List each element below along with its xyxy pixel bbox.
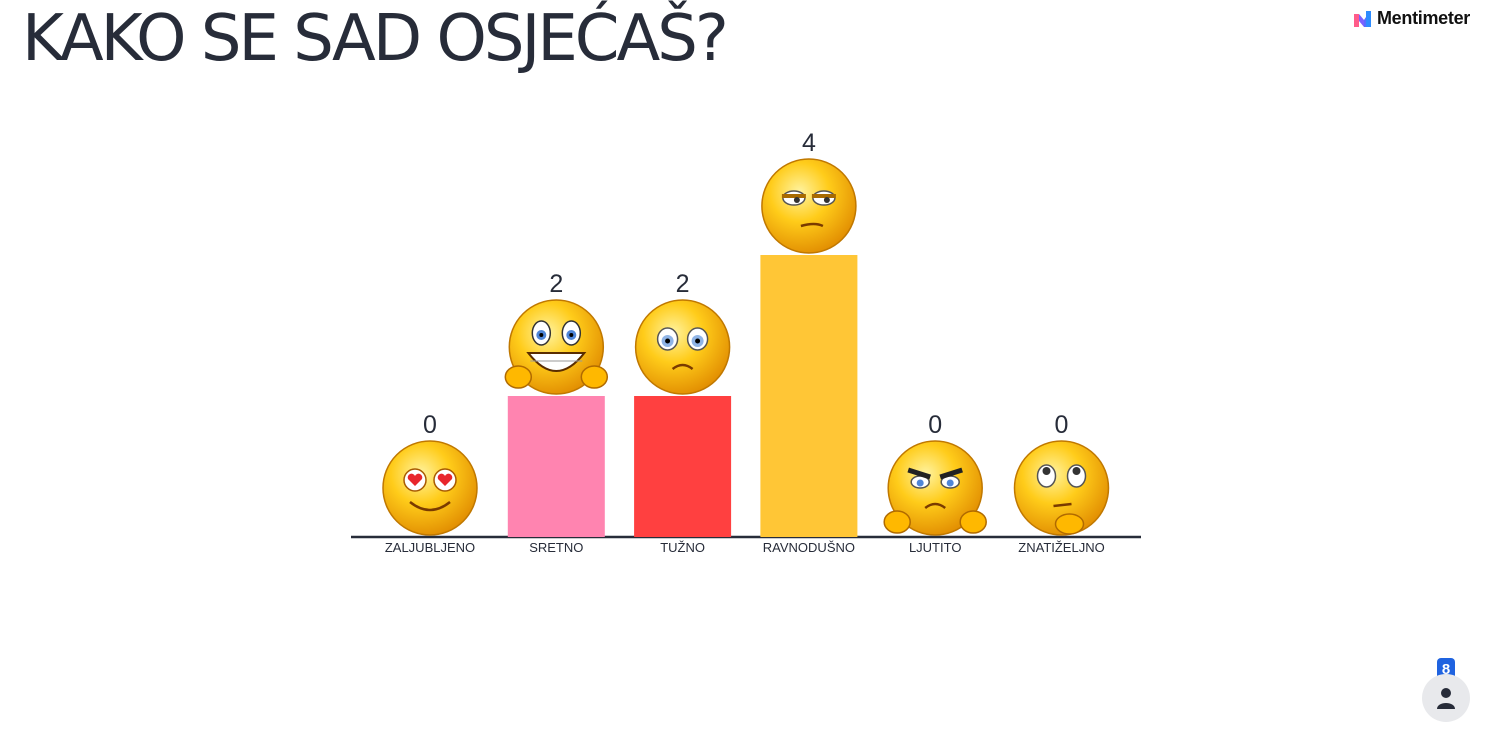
page-title: KAKO SE SAD OSJEĆAŠ? <box>22 2 729 76</box>
category-label: ZALJUBLJENO <box>385 540 475 555</box>
mentimeter-logo-icon <box>1353 10 1371 27</box>
category-label: SRETNO <box>529 540 583 555</box>
participant-count: 8 <box>1441 660 1451 678</box>
data-label: 2 <box>549 270 563 298</box>
bar <box>507 396 605 537</box>
brand-name: Mentimeter <box>1376 8 1470 28</box>
bar <box>760 255 858 537</box>
angry-thumbs-down-emoji <box>883 440 987 536</box>
data-label: 0 <box>928 411 942 439</box>
unamused-emoji <box>761 158 857 254</box>
avatar[interactable] <box>1422 674 1470 722</box>
data-label: 2 <box>676 270 690 298</box>
mentimeter-logo: Mentimeter <box>1353 8 1470 29</box>
person-icon <box>1437 688 1455 709</box>
data-label: 0 <box>1055 411 1069 439</box>
sad-emoji <box>634 299 731 395</box>
category-label: ZNATIŽELJNO <box>1018 540 1104 555</box>
thinking-emoji <box>1013 440 1110 536</box>
grinning-thumbs-up-emoji <box>504 299 609 395</box>
heart-eyes-emoji <box>382 440 478 536</box>
participant-count-widget[interactable]: 8 <box>1422 658 1472 722</box>
bar <box>634 396 732 537</box>
category-label: LJUTITO <box>909 540 962 555</box>
data-label: 4 <box>802 129 816 157</box>
category-label: TUŽNO <box>660 540 705 555</box>
data-label: 0 <box>423 411 437 439</box>
category-label: RAVNODUŠNO <box>763 540 855 555</box>
